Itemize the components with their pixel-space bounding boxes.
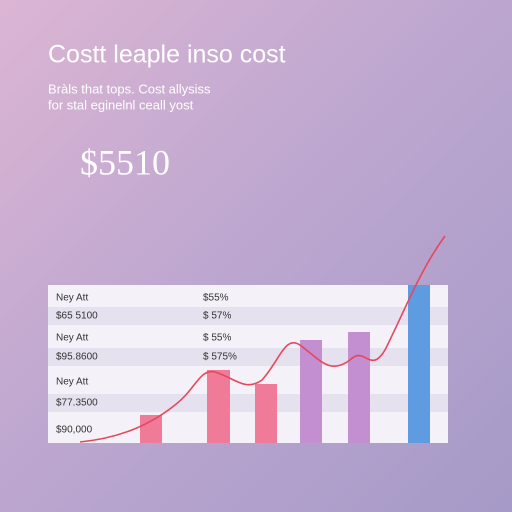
- table-cell: Ney Att: [56, 377, 88, 388]
- table-cell: $77.3500: [56, 398, 98, 409]
- subtitle: for stal eginelnl ceall yost: [48, 97, 194, 112]
- bar: [348, 332, 370, 443]
- table-cell: $90,000: [56, 425, 93, 436]
- bar: [207, 370, 230, 443]
- table-cell: $ 57%: [203, 311, 231, 322]
- table-row-bg: [48, 348, 448, 366]
- bar: [140, 415, 162, 443]
- table-cell: $65 5100: [56, 311, 98, 322]
- table: Ney Att $55% $65 5100 $ 57% Ney Att $ 55% $95.…: [48, 285, 448, 443]
- title: Costt leaple inso cost: [48, 41, 286, 69]
- bar: [300, 340, 322, 443]
- table-cell: Ney Att: [56, 333, 88, 344]
- bar: [408, 285, 430, 443]
- table-row-bg: [48, 307, 448, 325]
- bar: [255, 384, 277, 443]
- table-cell: $55%: [203, 293, 229, 304]
- table-row-bg: [48, 394, 448, 412]
- trend-line: [79, 235, 446, 443]
- table-cell: Ney Att: [56, 293, 88, 304]
- table-cell: $ 575%: [203, 352, 237, 363]
- bars: [140, 285, 430, 443]
- table-cell: $95.8600: [56, 352, 98, 363]
- highlight: $5510: [80, 142, 170, 182]
- table-cell: $ 55%: [203, 333, 231, 344]
- subtitle: Bràls that tops. Cost allysiss: [48, 81, 211, 96]
